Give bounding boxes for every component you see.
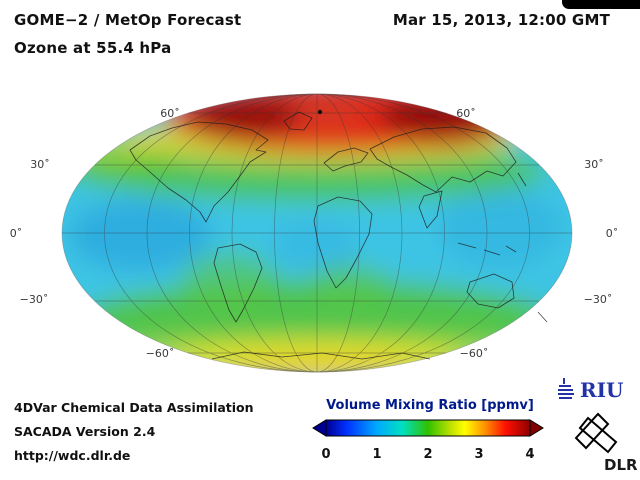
lat-label-left-30n: 30˚	[30, 158, 50, 171]
corner-artifact	[562, 0, 640, 9]
colorbar-over-arrow	[529, 419, 544, 437]
dlr-logo: DLR	[574, 412, 638, 474]
colorbar-tick-1: 1	[372, 447, 381, 462]
map-outline	[61, 93, 573, 373]
lat-label-right-60n: 60˚	[456, 107, 476, 120]
riu-text: RIU	[580, 378, 623, 402]
colorbar-tick-3: 3	[474, 447, 483, 462]
lat-label-right-30s: −30˚	[584, 293, 613, 306]
colorbar-tick-2: 2	[423, 447, 432, 462]
dlr-text: DLR	[604, 456, 638, 474]
footer-url: http://wdc.dlr.de	[14, 448, 131, 463]
lat-label-left-60s: −60˚	[146, 347, 175, 360]
dlr-emblem	[574, 412, 618, 454]
colorbar: 0 1 2 3 4	[312, 419, 544, 462]
lat-label-left-30s: −30˚	[20, 293, 49, 306]
colorbar-gradient-bar	[325, 419, 531, 437]
colorbar-under-arrow	[312, 419, 327, 437]
datetime-label: Mar 15, 2013, 12:00 GMT	[392, 11, 610, 29]
riu-icon	[558, 378, 574, 399]
lat-label-left-0: 0˚	[10, 227, 23, 240]
graticule	[62, 93, 572, 373]
lat-label-right-0: 0˚	[606, 227, 619, 240]
lat-label-right-60s: −60˚	[460, 347, 489, 360]
footer-assimilation: 4DVar Chemical Data Assimilation	[14, 400, 254, 415]
page-title: GOME−2 / MetOp Forecast	[14, 11, 242, 29]
colorbar-tick-4: 4	[525, 447, 534, 462]
coastlines	[129, 111, 548, 360]
pole-marker	[317, 109, 323, 115]
lat-label-left-60n: 60˚	[160, 107, 180, 120]
riu-logo: RIU	[558, 378, 623, 402]
footer-version: SACADA Version 2.4	[14, 424, 156, 439]
page-subtitle: Ozone at 55.4 hPa	[14, 39, 172, 57]
colorbar-title: Volume Mixing Ratio [ppmv]	[326, 398, 534, 413]
lat-label-right-30n: 30˚	[584, 158, 604, 171]
ozone-field	[62, 94, 572, 372]
colorbar-tick-0: 0	[321, 447, 330, 462]
